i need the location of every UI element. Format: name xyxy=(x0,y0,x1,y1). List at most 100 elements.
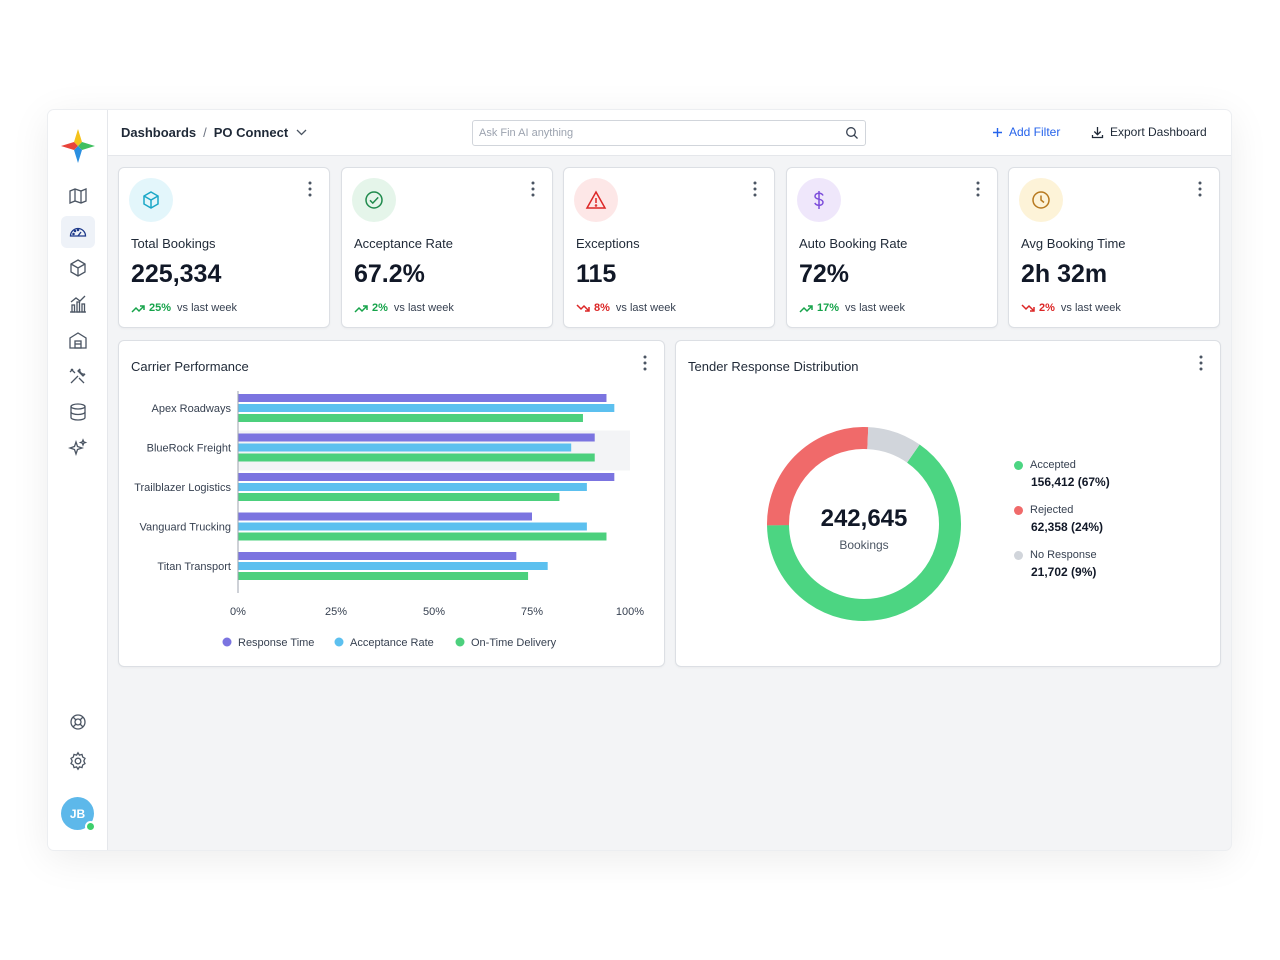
legend-swatch xyxy=(222,637,232,647)
bar-response-time[interactable] xyxy=(238,394,607,402)
kpi-value: 225,334 xyxy=(131,260,222,288)
legend-swatch xyxy=(1014,550,1023,560)
map-icon xyxy=(69,188,87,204)
app-window: JB Dashboards / PO Connect Add Filter Ex… xyxy=(48,110,1231,850)
kpi-delta-compare: vs last week xyxy=(1060,302,1121,314)
bar-acceptance-rate[interactable] xyxy=(238,562,548,570)
kpi-delta: 17% vs last week xyxy=(799,302,905,314)
breadcrumb-dashboards-link[interactable]: Dashboards xyxy=(121,125,197,140)
tender-donut-chart: 242,645 Bookings xyxy=(767,427,961,621)
x-tick-label: 0% xyxy=(230,606,246,618)
donut-legend: Accepted 156,412 (67%) Rejected 62,358 (24%… xyxy=(1014,459,1110,594)
kpi-delta: 2% vs last week xyxy=(354,302,454,314)
trend-up-icon xyxy=(131,304,145,313)
trend-down-icon xyxy=(576,303,590,312)
kpi-value: 2h 32m xyxy=(1021,260,1108,288)
kpi-delta-compare: vs last week xyxy=(615,302,676,314)
legend-name: No Response xyxy=(1014,549,1110,561)
search-icon[interactable] xyxy=(845,126,859,140)
bar-on-time-delivery[interactable] xyxy=(238,453,595,462)
x-tick-label: 50% xyxy=(423,606,445,618)
bar-on-time-delivery[interactable] xyxy=(238,414,583,422)
more-options-icon[interactable] xyxy=(1194,354,1208,372)
donut-center-value: 242,645 xyxy=(821,505,908,532)
kpi-card-auto-booking-rate[interactable]: Auto Booking Rate 72% 17% vs last week xyxy=(786,167,998,328)
bar-response-time[interactable] xyxy=(238,473,615,481)
kpi-delta-percent: 17% xyxy=(817,302,840,314)
kpi-card-avg-booking-time[interactable]: Avg Booking Time 2h 32m 2% vs last week xyxy=(1008,167,1220,328)
more-options-icon[interactable] xyxy=(748,180,762,198)
bar-on-time-delivery[interactable] xyxy=(238,572,529,580)
legend-swatch xyxy=(334,637,344,647)
brand-logo[interactable] xyxy=(60,128,96,164)
sidebar-item-data[interactable] xyxy=(61,396,95,428)
kpi-card-exceptions[interactable]: Exceptions 115 8% vs last week xyxy=(563,167,775,328)
sidebar-item-tools[interactable] xyxy=(61,360,95,392)
sparkles-icon xyxy=(68,438,88,457)
donut-slice-rejected[interactable] xyxy=(767,427,961,621)
bar-acceptance-rate[interactable] xyxy=(238,404,615,412)
add-filter-button[interactable]: Add Filter xyxy=(992,125,1060,139)
user-avatar[interactable]: JB xyxy=(61,797,96,832)
sidebar-item-help[interactable] xyxy=(61,706,95,738)
carrier-performance-panel: Carrier Performance Apex Roadways BlueRoc… xyxy=(118,340,665,667)
dashboard-selector[interactable]: PO Connect xyxy=(214,125,307,140)
legend-name: Rejected xyxy=(1014,504,1110,516)
x-tick-label: 100% xyxy=(616,606,644,618)
more-options-icon[interactable] xyxy=(638,354,652,372)
trend-up-icon xyxy=(799,304,813,313)
bar-response-time[interactable] xyxy=(238,552,517,560)
search-input[interactable] xyxy=(473,121,833,145)
settings-gear-icon xyxy=(70,751,86,771)
bar-response-time[interactable] xyxy=(238,512,532,521)
more-options-icon[interactable] xyxy=(971,180,985,198)
trend-down-icon xyxy=(1021,303,1035,312)
sidebar-item-warehouse[interactable] xyxy=(61,324,95,356)
trend-up-icon xyxy=(354,304,368,313)
online-status-indicator xyxy=(85,821,96,832)
more-options-icon[interactable] xyxy=(1193,180,1207,198)
box-icon xyxy=(143,191,159,209)
kpi-card-total-bookings[interactable]: Total Bookings 225,334 25% vs last week xyxy=(118,167,330,328)
kpi-delta-compare: vs last week xyxy=(393,302,454,314)
donut-legend-item: Rejected 62,358 (24%) xyxy=(1014,504,1110,534)
bar-acceptance-rate[interactable] xyxy=(238,443,572,452)
bar-acceptance-rate[interactable] xyxy=(238,522,587,531)
search-box xyxy=(472,120,866,146)
kpi-icon-circle xyxy=(1019,178,1063,222)
cube-icon xyxy=(70,259,86,277)
more-options-icon[interactable] xyxy=(526,180,540,198)
legend-value: 21,702 (9%) xyxy=(1031,565,1097,579)
export-dashboard-button[interactable]: Export Dashboard xyxy=(1091,125,1207,139)
kpi-delta-percent: 25% xyxy=(149,302,172,314)
kpi-label: Avg Booking Time xyxy=(1021,236,1126,251)
clock-icon xyxy=(1032,191,1050,209)
kpi-delta-percent: 2% xyxy=(1039,302,1055,314)
donut-legend-item: No Response 21,702 (9%) xyxy=(1014,549,1110,579)
more-options-icon[interactable] xyxy=(303,180,317,198)
sidebar-item-map[interactable] xyxy=(61,180,95,212)
bar-acceptance-rate[interactable] xyxy=(238,483,587,491)
bar-response-time[interactable] xyxy=(238,433,595,442)
sidebar-item-shipments[interactable] xyxy=(61,252,95,284)
kpi-card-acceptance-rate[interactable]: Acceptance Rate 67.2% 2% vs last week xyxy=(341,167,553,328)
sidebar-item-analytics[interactable] xyxy=(61,288,95,320)
sidebar-item-dashboards[interactable] xyxy=(61,216,95,248)
bar-on-time-delivery[interactable] xyxy=(238,532,607,541)
breadcrumb: Dashboards / PO Connect xyxy=(121,125,307,140)
legend-label: Rejected xyxy=(1030,504,1074,516)
legend-swatch xyxy=(1014,505,1023,515)
kpi-delta: 2% vs last week xyxy=(1021,302,1121,314)
category-label: Apex Roadways xyxy=(152,403,232,415)
sidebar: JB xyxy=(48,110,108,850)
category-label: Vanguard Trucking xyxy=(139,522,231,534)
kpi-delta: 25% vs last week xyxy=(131,302,237,314)
sidebar-item-ai[interactable] xyxy=(61,432,95,464)
bar-on-time-delivery[interactable] xyxy=(238,493,560,501)
panel-title: Carrier Performance xyxy=(131,359,249,374)
legend-label: Accepted xyxy=(1030,459,1076,471)
chevron-down-icon xyxy=(296,129,307,136)
legend-name: Accepted xyxy=(1014,459,1110,471)
legend-label: Acceptance Rate xyxy=(350,637,434,649)
sidebar-item-settings[interactable] xyxy=(61,745,95,777)
